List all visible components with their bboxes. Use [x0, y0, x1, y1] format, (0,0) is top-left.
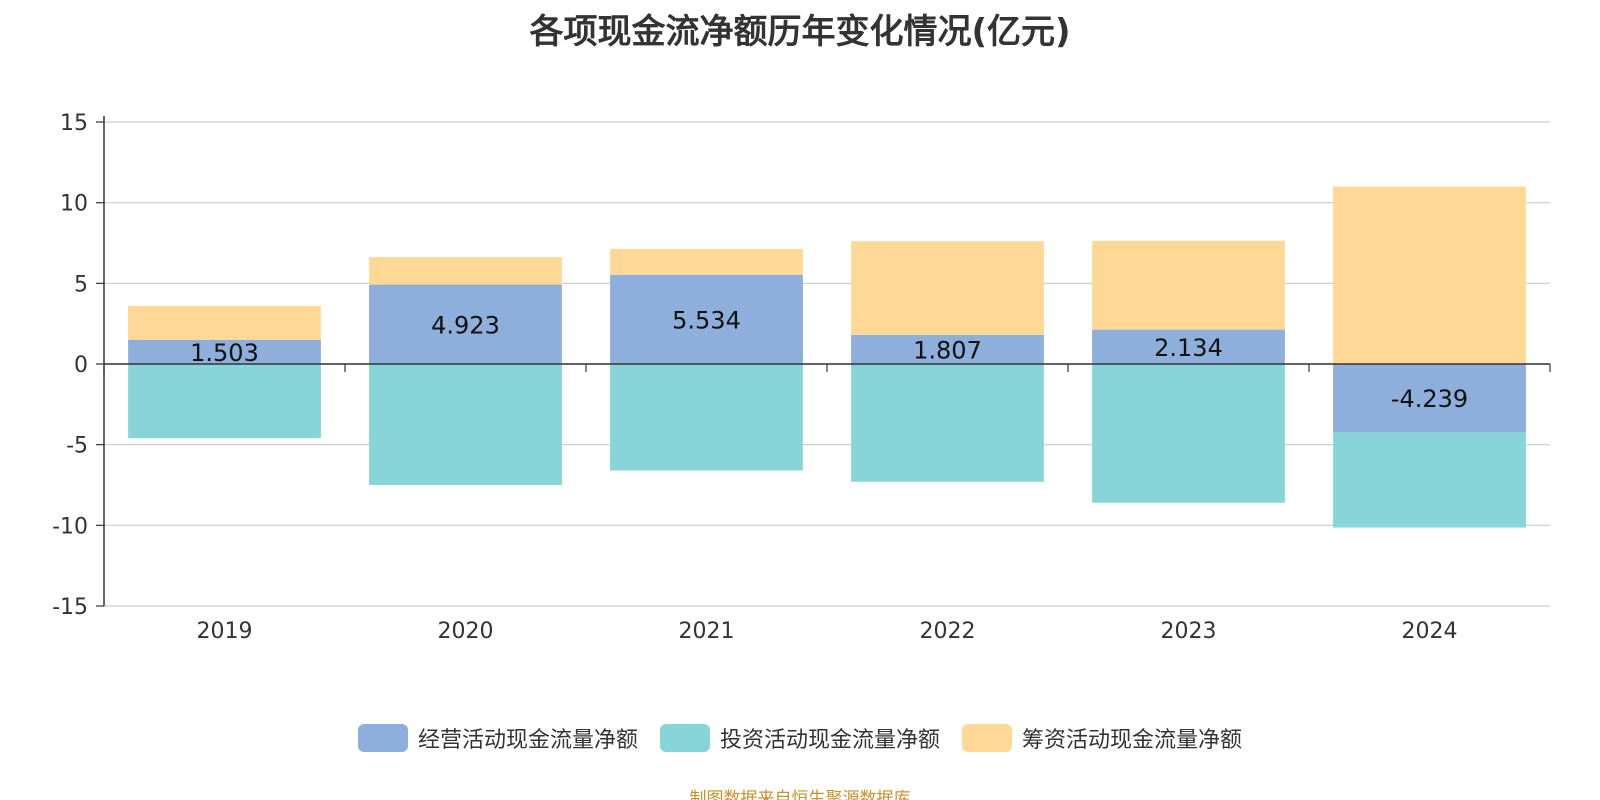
data-label: -4.239 — [1391, 385, 1468, 413]
legend-swatch — [659, 724, 710, 752]
legend-label: 经营活动现金流量净额 — [417, 728, 638, 753]
legend-item[interactable]: 经营活动现金流量净额 — [357, 722, 638, 754]
y-tick-label: -10 — [52, 514, 88, 539]
data-label: 1.503 — [190, 339, 259, 367]
legend-item[interactable]: 筹资活动现金流量净额 — [962, 722, 1242, 754]
bar-1-2023 — [1092, 364, 1285, 503]
x-tick-label: 2020 — [438, 619, 494, 644]
data-label: 5.534 — [672, 306, 741, 334]
bar-1-2020 — [369, 364, 562, 485]
legend-label: 投资活动现金流量净额 — [719, 728, 940, 753]
bar-1-2021 — [610, 364, 803, 471]
bar-1-2022 — [851, 364, 1044, 482]
bar-0-2023 — [1092, 329, 1285, 364]
x-tick-label: 2023 — [1161, 619, 1217, 644]
y-tick-label: 5 — [74, 272, 88, 297]
y-tick-label: 10 — [60, 192, 88, 217]
data-label: 2.134 — [1154, 334, 1223, 362]
legend-label: 筹资活动现金流量净额 — [1022, 728, 1243, 753]
legend-swatch — [962, 724, 1012, 752]
bar-1-2024 — [1333, 432, 1526, 528]
bar-0-2021 — [610, 274, 803, 364]
bar-2-2023 — [1092, 240, 1285, 330]
y-tick-label: 0 — [74, 353, 88, 378]
y-tick-label: -5 — [66, 434, 88, 459]
bar-2-2019 — [128, 305, 321, 340]
x-tick-label: 2022 — [920, 619, 976, 644]
bar-0-2024 — [1333, 364, 1526, 433]
legend: 经营活动现金流量净额 投资活动现金流量净额 筹资活动现金流量净额 — [0, 722, 1600, 754]
bar-0-2022 — [851, 334, 1044, 364]
bar-1-2019 — [128, 364, 321, 439]
x-tick-label: 2024 — [1402, 619, 1458, 644]
y-tick-label: -15 — [52, 595, 88, 620]
chart-title: 各项现金流净额历年变化情况(亿元) — [529, 12, 1071, 52]
bar-0-2019 — [128, 339, 321, 364]
bar-2-2021 — [610, 248, 803, 275]
bar-2-2024 — [1333, 186, 1526, 364]
source-note: 制图数据来自恒生聚源数据库 — [689, 789, 911, 800]
data-label: 4.923 — [431, 311, 500, 339]
data-label: 1.807 — [913, 336, 982, 364]
x-tick-label: 2019 — [197, 619, 253, 644]
legend-item[interactable]: 投资活动现金流量净额 — [659, 722, 940, 754]
bar-2-2022 — [851, 241, 1044, 335]
x-tick-label: 2021 — [679, 619, 735, 644]
chart-plot: 15 10 5 0 -5 -10 -15 1.503 4.923 5.534 1.807 2.134 -… — [52, 111, 1551, 644]
bar-0-2020 — [369, 284, 562, 364]
y-tick-label: 15 — [60, 111, 88, 136]
bar-2-2020 — [369, 257, 562, 285]
legend-swatch — [357, 724, 408, 752]
